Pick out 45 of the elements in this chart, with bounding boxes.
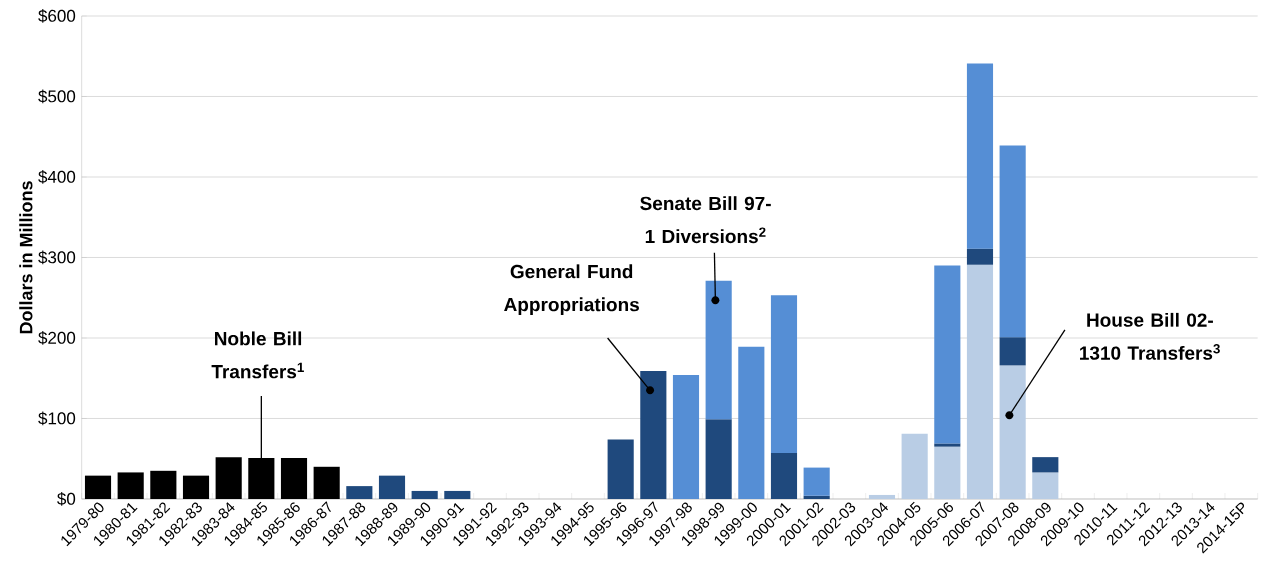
bar [411,490,438,499]
bar [934,443,961,447]
bar [999,145,1026,338]
bar [803,467,830,496]
text: Senate Bill 97-1 Diversions$^{2}$ [640,196,771,244]
y-tick-label: $400 [38,170,76,184]
y-tick-label: $500 [38,89,76,104]
bar [1032,472,1059,499]
bar [770,295,798,454]
bar [966,264,994,499]
bar [215,457,242,499]
bar [999,365,1026,499]
bar [444,490,471,499]
bar [607,439,634,499]
bar [934,446,961,499]
text: House Bill 02-1310 Transfers$^{3}$ [1080,312,1220,360]
bar [313,466,340,499]
bar [1032,457,1059,473]
bar [803,495,830,499]
bar [346,486,373,499]
bar [150,470,177,499]
bar [84,475,112,499]
y-tick-label: $100 [38,411,76,426]
bar [738,346,765,499]
bar [117,472,144,499]
y-tick-label: $600 [38,9,76,23]
bar [640,370,667,499]
bar [672,375,700,499]
y-tick-label: $200 [38,331,76,345]
bar [770,453,798,499]
bar [966,63,994,249]
text: Noble Bill Transfers$^{1}$ [211,331,304,379]
bar [705,419,732,499]
bar [901,433,928,499]
bar [705,280,732,420]
text: General Fund Appropriations [504,264,639,316]
bar [280,457,308,499]
bar [966,248,994,265]
bar [999,337,1026,366]
y-tick-label: $300 [38,250,76,265]
y-axis-title: Dollars in Millions [19,181,33,334]
bar [378,475,406,499]
bar [868,494,896,499]
bar [934,265,961,444]
bar [182,475,210,499]
